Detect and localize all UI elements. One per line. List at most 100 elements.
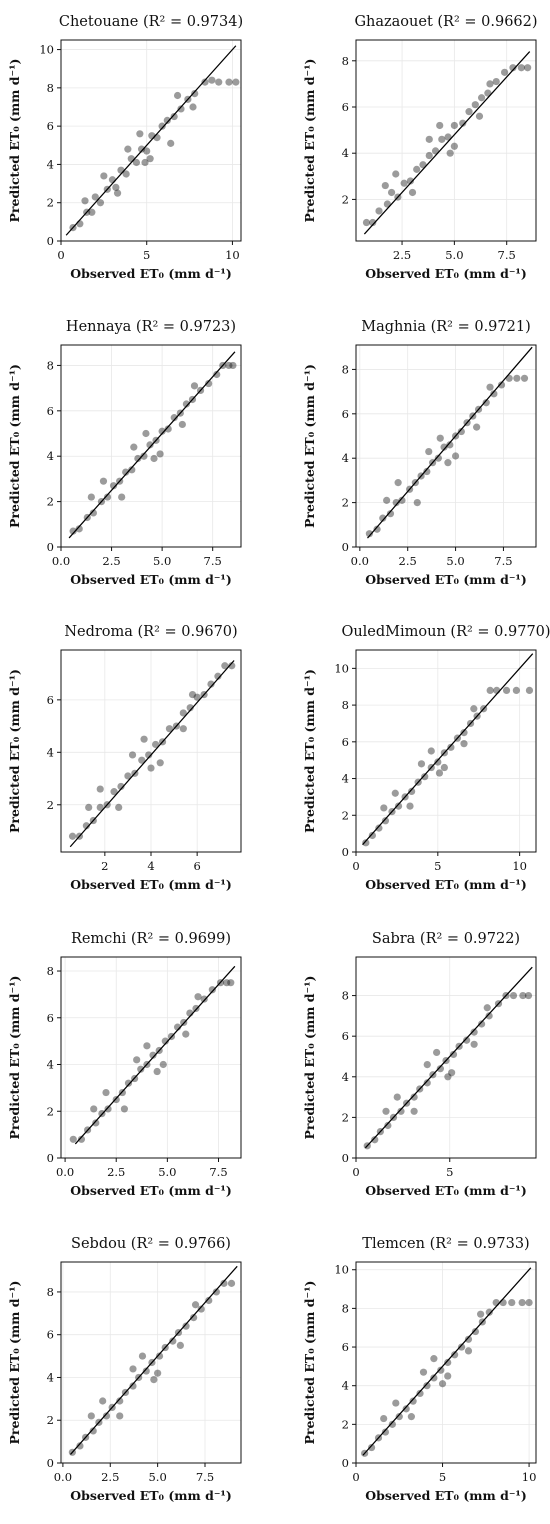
data-point [465, 108, 473, 116]
data-point [524, 991, 533, 1000]
data-point [158, 122, 166, 130]
scatter-points [361, 1267, 533, 1457]
panel-title: Ghazaouet (R² = 0.9662) [354, 14, 537, 30]
data-point [138, 1352, 147, 1360]
data-point [108, 176, 117, 184]
data-point [450, 121, 458, 130]
data-point [208, 76, 216, 84]
x-axis-label: Observed ET₀ (mm d⁻¹) [70, 266, 232, 281]
y-tick-label: 8 [342, 698, 349, 712]
data-point [373, 525, 381, 533]
y-tick-label: 8 [342, 1301, 349, 1315]
y-tick-label: 6 [342, 1029, 349, 1043]
data-point [159, 1060, 167, 1069]
data-point [413, 165, 421, 173]
one-to-one-line [362, 653, 534, 846]
y-tick-label: 6 [47, 1328, 54, 1342]
data-point [434, 758, 442, 766]
x-tick-label: 5.0 [446, 554, 464, 568]
data-point [419, 1368, 428, 1376]
plot-area [356, 957, 536, 1158]
data-point [192, 1004, 200, 1013]
data-point [89, 1427, 97, 1435]
data-point [492, 1298, 500, 1307]
y-tick-label: 0 [342, 1151, 349, 1165]
data-point [112, 183, 120, 191]
data-point [205, 379, 213, 388]
y-tick-label: 2 [342, 496, 349, 510]
data-point [134, 454, 142, 463]
y-tick-label: 6 [47, 1011, 54, 1025]
data-point [189, 103, 197, 111]
y-tick-label: 0 [47, 234, 54, 248]
x-axis-label: Observed ET₀ (mm d⁻¹) [70, 572, 232, 587]
x-axis-label: Observed ET₀ (mm d⁻¹) [365, 1488, 527, 1503]
y-axis-label: Predicted ET₀ (mm d⁻¹) [7, 669, 22, 833]
x-tick-label: 7.5 [494, 554, 512, 568]
data-point [152, 740, 160, 749]
x-axis-label: Observed ET₀ (mm d⁻¹) [70, 1488, 232, 1503]
data-point [201, 78, 209, 86]
x-tick-label: 0 [352, 859, 359, 873]
data-point [120, 1105, 129, 1113]
data-point [444, 1358, 452, 1367]
data-point [485, 1308, 493, 1316]
scatter-points [362, 51, 532, 235]
data-point [408, 188, 417, 197]
data-point [477, 1310, 485, 1318]
data-point [186, 704, 194, 712]
data-point [69, 527, 77, 535]
y-tick-label: 8 [47, 81, 54, 95]
data-point [225, 361, 233, 370]
data-point [460, 740, 468, 748]
data-point [485, 1012, 493, 1020]
data-point [490, 390, 498, 398]
data-point [161, 1037, 169, 1045]
one-to-one-line [363, 51, 531, 235]
one-to-one-line [364, 966, 533, 1149]
one-to-one-line [362, 1267, 532, 1456]
data-point [447, 743, 455, 751]
y-tick-label: 6 [342, 1340, 349, 1354]
data-point [116, 1412, 124, 1420]
data-point [90, 1105, 98, 1113]
y-tick-label: 0 [47, 540, 54, 554]
x-axis-label: Observed ET₀ (mm d⁻¹) [70, 877, 232, 892]
data-point [394, 802, 403, 810]
data-point [524, 64, 532, 72]
data-point [227, 1279, 236, 1287]
axes-frame [60, 344, 242, 548]
data-point [193, 693, 201, 701]
data-point [482, 399, 490, 407]
data-point [178, 420, 186, 429]
x-tick-label: 6 [193, 859, 200, 873]
x-tick-label: 5.0 [158, 1165, 176, 1179]
data-point [143, 147, 151, 155]
data-point [146, 441, 154, 449]
x-tick-label: 7.5 [209, 1165, 227, 1179]
data-point [457, 427, 465, 436]
y-tick-label: 0 [47, 1151, 54, 1165]
x-axis-label: Observed ET₀ (mm d⁻¹) [365, 877, 527, 892]
one-to-one-line [367, 346, 533, 539]
scatter-points [362, 653, 534, 847]
data-point [387, 188, 396, 197]
data-point [423, 1079, 431, 1087]
data-point [96, 785, 104, 793]
scatter-points [68, 351, 237, 539]
data-point [444, 1073, 452, 1081]
data-point [375, 207, 383, 215]
data-point [85, 803, 93, 812]
data-point [430, 1374, 438, 1382]
y-tick-label: 6 [342, 407, 349, 421]
data-point [382, 1107, 390, 1115]
x-tick-label: 10 [512, 859, 527, 873]
data-point [102, 1088, 110, 1097]
scatter-panel-sabra: 0 5 0 2 4 6 8 Sabra (R² = 0.9722) Observed ET₀ (… [302, 931, 537, 1198]
x-tick-label: 2.5 [393, 248, 411, 262]
data-point [440, 443, 448, 451]
data-point [100, 172, 108, 180]
x-tick-label: 0 [352, 1165, 359, 1179]
data-point [497, 381, 506, 389]
data-point [369, 218, 377, 227]
